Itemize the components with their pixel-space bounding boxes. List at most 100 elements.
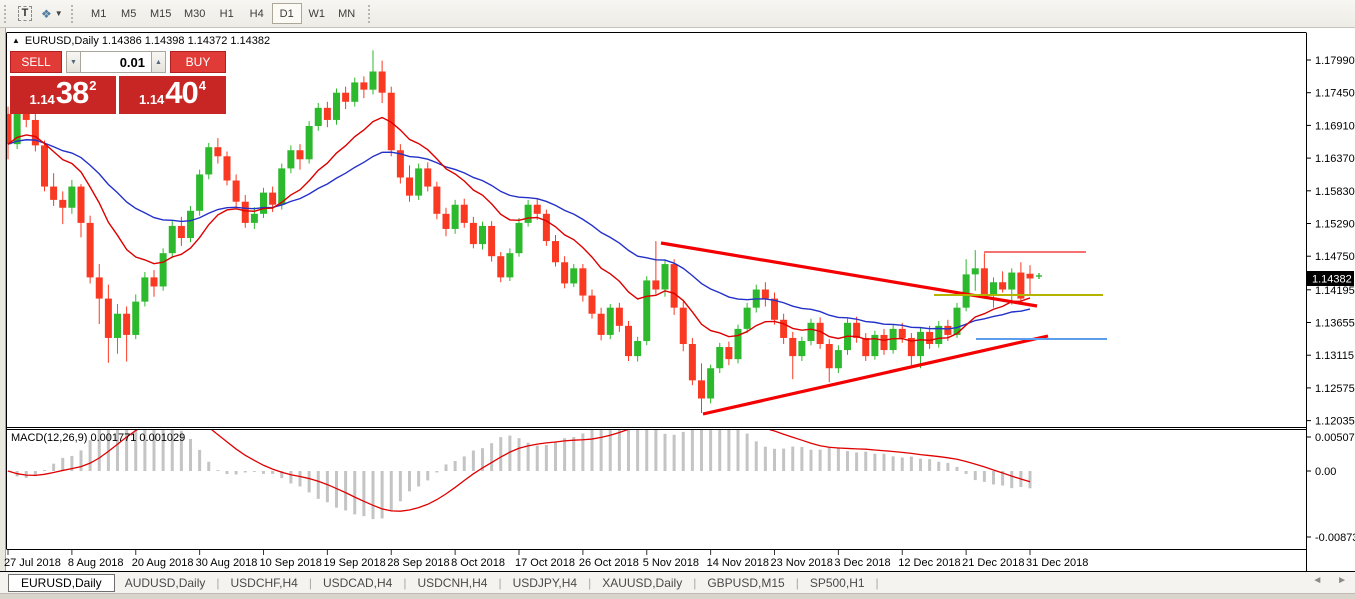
macd-bar <box>289 471 293 484</box>
candle <box>68 179 76 214</box>
window-left-edge <box>0 28 6 593</box>
timeframe-m15[interactable]: M15 <box>144 3 178 24</box>
chart-tabs: EURUSD,Daily AUDUSD,Daily | USDCHF,H4 | USDCA… <box>8 573 886 592</box>
sell-price-big: 38 <box>55 75 89 110</box>
current-price-label: 1.14382 <box>1312 274 1352 286</box>
macd-bar <box>599 430 603 471</box>
tab-usdcnh-h4[interactable]: USDCNH,H4 <box>417 575 488 590</box>
candle <box>296 144 304 170</box>
tab-eurusd-daily[interactable]: EURUSD,Daily <box>8 573 115 592</box>
macd-bar <box>690 430 694 471</box>
candle <box>542 209 550 246</box>
candle <box>360 76 368 99</box>
macd-axis[interactable]: 0.005074 0.00 -0.00873 <box>1307 432 1355 544</box>
macd-bar <box>344 471 348 511</box>
one-click-trading-panel: ▲ EURUSD,Daily 1.14386 1.14398 1.14372 1… <box>10 33 270 114</box>
buy-button[interactable]: BUY <box>170 51 226 73</box>
candle <box>41 140 48 192</box>
macd-bar <box>919 458 922 471</box>
timeframe-h1[interactable]: H1 <box>212 3 242 24</box>
timeframe-mn[interactable]: MN <box>332 3 362 24</box>
chart-background <box>7 33 1355 549</box>
tab-audusd-daily[interactable]: AUDUSD,Daily <box>124 575 206 590</box>
current-price-box <box>1307 271 1354 286</box>
candle <box>962 259 970 312</box>
sell-button[interactable]: SELL <box>10 51 62 73</box>
candle <box>880 328 888 355</box>
candle <box>378 60 386 103</box>
candle <box>862 333 870 361</box>
timeframe-m1[interactable]: M1 <box>84 3 114 24</box>
macd-bar <box>325 471 329 503</box>
tab-separator: | <box>875 575 879 590</box>
sell-price-tile[interactable]: 1.14 38 2 <box>10 76 116 114</box>
price-axis-label: 1.16370 <box>1315 153 1355 165</box>
candle <box>725 341 733 366</box>
tab-separator: | <box>693 575 697 590</box>
tab-sp500-h1[interactable]: SP500,H1 <box>809 575 865 590</box>
macd-pane[interactable] <box>7 405 1032 520</box>
macd-bar <box>1010 471 1014 489</box>
macd-bar <box>417 471 421 487</box>
timeframe-d1[interactable]: D1 <box>271 3 302 24</box>
text-label-tool-button[interactable]: T <box>13 3 37 25</box>
macd-bar <box>116 430 119 471</box>
candle <box>214 138 222 164</box>
candle <box>679 301 687 352</box>
price-pane[interactable] <box>5 50 1108 416</box>
time-axis[interactable]: 27 Jul 2018 8 Aug 2018 20 Aug 2018 30 Aug 2… <box>4 550 1088 569</box>
timeframe-m5[interactable]: M5 <box>114 3 144 24</box>
macd-bar <box>79 450 83 471</box>
window-bottom-edge <box>0 593 1355 599</box>
macd-bar <box>572 437 576 471</box>
arrange-windows-button[interactable]: ❖ ▼ <box>37 3 67 25</box>
price-axis[interactable]: 1.17990 1.17450 1.16910 1.16370 1.15830 1.152… <box>1307 55 1355 428</box>
macd-bar <box>1001 471 1005 486</box>
tab-xauusd-daily[interactable]: XAUUSD,Daily <box>602 575 683 590</box>
chart-canvas[interactable]: MACD(12,26,9) 0.001771 0.0010291.179901.… <box>0 28 1355 572</box>
candle <box>871 330 879 360</box>
chart-tab-bar: EURUSD,Daily AUDUSD,Daily | USDCHF,H4 | USDCA… <box>0 572 1355 593</box>
candle <box>150 270 158 297</box>
one-click-collapse-button[interactable]: ▲ <box>12 36 20 45</box>
macd-histogram <box>7 430 1032 520</box>
tab-usdcad-h4[interactable]: USDCAD,H4 <box>322 575 393 590</box>
candle <box>333 88 340 125</box>
macd-bar <box>499 437 503 471</box>
macd-bar <box>353 471 357 515</box>
volume-increase-button[interactable]: ▲ <box>151 51 166 73</box>
macd-bar <box>380 471 384 519</box>
dropdown-caret-icon: ▼ <box>54 9 63 18</box>
toolbar-grip[interactable] <box>4 4 10 23</box>
candle <box>77 184 85 238</box>
tab-usdchf-h4[interactable]: USDCHF,H4 <box>230 575 298 590</box>
macd-bar <box>964 471 968 474</box>
candle <box>917 327 924 369</box>
candle <box>488 221 496 262</box>
timeframe-w1[interactable]: W1 <box>302 3 332 24</box>
candle <box>971 250 979 291</box>
macd-bar <box>836 447 840 471</box>
tab-usdjpy-h4[interactable]: USDJPY,H4 <box>512 575 578 590</box>
candle <box>232 174 240 208</box>
tab-scroll-right-button[interactable]: ► <box>1337 575 1347 586</box>
macd-bar <box>900 457 904 471</box>
candle <box>853 316 861 343</box>
volume-input[interactable] <box>81 51 151 73</box>
buy-price-tile[interactable]: 1.14 40 4 <box>119 76 226 114</box>
candle <box>533 198 541 220</box>
candle <box>698 363 705 414</box>
candle <box>305 121 313 164</box>
price-axis-label: 1.17450 <box>1315 88 1355 100</box>
timeframe-m30[interactable]: M30 <box>178 3 212 24</box>
volume-decrease-button[interactable]: ▼ <box>66 51 81 73</box>
candle <box>123 306 131 362</box>
macd-bar <box>243 471 247 473</box>
macd-axis-label: 0.00 <box>1315 466 1336 478</box>
tab-gbpusd-m15[interactable]: GBPUSD,M15 <box>707 575 785 590</box>
candle <box>990 277 997 308</box>
ma-slow-line <box>7 139 1031 330</box>
triangle-lower-trendline[interactable] <box>702 334 1049 416</box>
tab-scroll-left-button[interactable]: ◄ <box>1312 575 1323 586</box>
timeframe-h4[interactable]: H4 <box>242 3 272 24</box>
